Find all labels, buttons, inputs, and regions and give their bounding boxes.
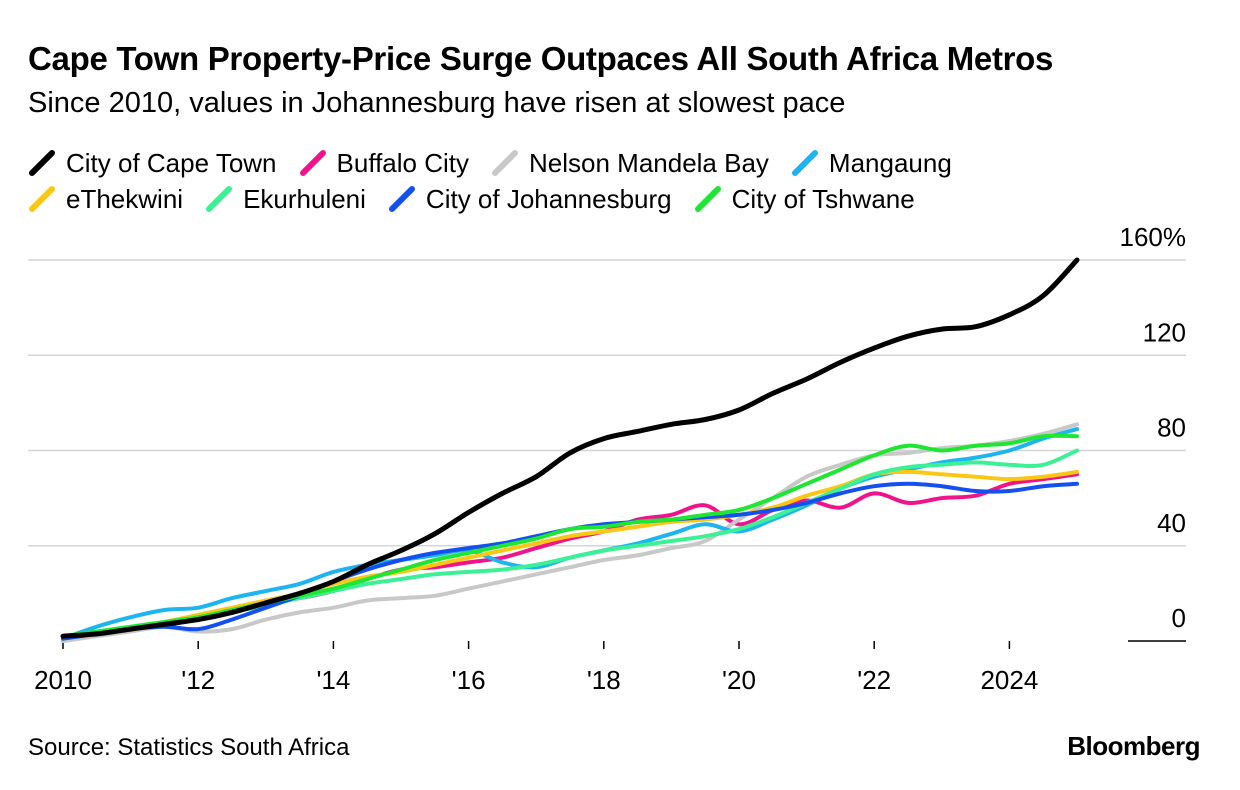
legend-swatch (29, 186, 55, 212)
legend-label: City of Tshwane (731, 183, 915, 214)
y-tick-label: 160% (1120, 222, 1187, 252)
legend-swatch (492, 150, 518, 176)
x-tick-label: 2010 (34, 665, 92, 695)
x-tick-label: '12 (181, 665, 215, 695)
legend-label: City of Cape Town (66, 147, 277, 178)
legend: City of Cape Town Buffalo City Nelson Mand… (28, 145, 1218, 217)
y-tick-label: 80 (1157, 413, 1186, 443)
legend-label: eThekwini (66, 183, 184, 214)
x-tick-label: '20 (722, 665, 756, 695)
legend-swatch (299, 150, 326, 176)
legend-row: City of Cape Town Buffalo City Nelson Mand… (28, 145, 1218, 181)
legend-item-mangaung: Mangaung (791, 148, 952, 179)
x-tick-label: '22 (857, 665, 891, 695)
legend-item-ethekwini: eThekwini (28, 184, 183, 215)
y-tick-label: 40 (1157, 508, 1186, 538)
legend-item-ekurhuleni: Ekurhuleni (205, 184, 366, 215)
series-line-city-of-cape-town (60, 257, 1080, 639)
legend-label: Buffalo City (336, 147, 469, 178)
x-tick-label: 2024 (980, 665, 1038, 695)
legend-label: Ekurhuleni (243, 183, 366, 214)
chart-subtitle: Since 2010, values in Johannesburg have … (28, 87, 846, 119)
y-tick-label: 120 (1143, 317, 1186, 347)
x-tick-label: '16 (452, 665, 486, 695)
series-line-ethekwini (61, 469, 1079, 639)
legend-swatch (388, 186, 415, 212)
legend-swatch (791, 150, 818, 176)
series-line-nelson-mandela-bay (61, 422, 1079, 643)
chart-title: Cape Town Property-Price Surge Outpaces … (28, 40, 1054, 77)
legend-swatch (694, 186, 721, 212)
legend-item-buffalo-city: Buffalo City (299, 148, 469, 179)
legend-swatch (29, 150, 55, 176)
series-line-mangaung (61, 427, 1079, 641)
x-tick-label: '18 (587, 665, 621, 695)
legend-item-city-of-johannesburg: City of Johannesburg (388, 184, 672, 215)
legend-swatch (206, 186, 233, 212)
legend-item-city-of-tshwane: City of Tshwane (694, 184, 915, 215)
x-tick-label: '14 (316, 665, 350, 695)
legend-label: Nelson Mandela Bay (529, 147, 769, 178)
legend-item-nelson-mandela-bay: Nelson Mandela Bay (491, 148, 769, 179)
bloomberg-logo: Bloomberg (1067, 731, 1200, 761)
legend-label: Mangaung (828, 147, 952, 178)
legend-item-city-of-cape-town: City of Cape Town (28, 148, 277, 179)
legend-label: City of Johannesburg (425, 183, 672, 214)
y-tick-label: 0 (1172, 603, 1186, 633)
source-note: Source: Statistics South Africa (28, 734, 350, 761)
legend-row: eThekwini Ekurhuleni City of Johannesburg C… (28, 181, 1218, 217)
